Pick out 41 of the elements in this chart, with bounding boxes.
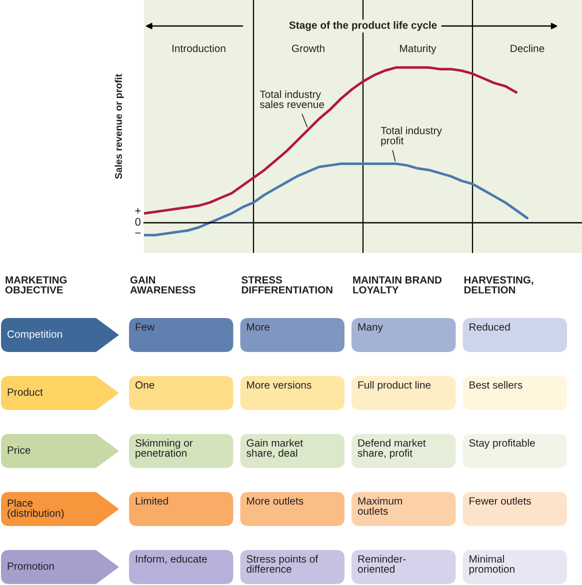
- text: Limited: [136, 497, 168, 505]
- text: Gain market share, deal: [246, 439, 303, 458]
- text: Reduced: [470, 323, 510, 331]
- chart-title: Stage of the product life cycle: [289, 21, 437, 31]
- category-label: MARKETING OBJECTIVE: [5, 276, 67, 294]
- text: Best sellers: [470, 381, 522, 389]
- category-label: Product: [8, 388, 43, 396]
- text: Reminder- oriented: [358, 555, 406, 573]
- series-label: Total industry profit: [380, 126, 442, 146]
- x-tick-label: Introduction: [172, 44, 226, 52]
- series-label: Total industry sales revenue: [260, 90, 324, 108]
- category-label: Promotion: [8, 562, 54, 570]
- text: −: [135, 232, 141, 234]
- category-label: HARVESTING, DELETION: [464, 276, 534, 294]
- category-label: Competition: [8, 330, 62, 340]
- x-tick-label: Maturity: [400, 44, 436, 54]
- text: Stay profitable: [469, 439, 535, 449]
- text: Maximum outlets: [358, 497, 402, 515]
- category-label: Price: [8, 446, 30, 454]
- text: Many: [358, 323, 383, 333]
- x-tick-label: Decline: [510, 44, 544, 52]
- x-tick-label: Growth: [292, 44, 324, 52]
- text: Fewer outlets: [470, 497, 531, 505]
- y-axis-title: Sales revenue or profit: [114, 74, 124, 179]
- category-label: GAIN AWARENESS: [130, 276, 196, 294]
- text: Minimal promotion: [469, 555, 514, 575]
- text: Stress points of difference: [246, 555, 318, 573]
- category-label: Place (distribution): [8, 499, 64, 519]
- text: More versions: [247, 381, 312, 389]
- text: Defend market share, profit: [358, 439, 426, 459]
- text: One: [135, 381, 154, 389]
- text: Skimming or penetration: [135, 439, 193, 459]
- text: More: [247, 323, 270, 331]
- category-label: STRESS DIFFERENTIATION: [242, 276, 332, 294]
- text: Full product line: [358, 381, 431, 391]
- text: More outlets: [247, 497, 304, 505]
- category-label: MAINTAIN BRAND LOYALTY: [353, 276, 442, 294]
- text: Inform, educate: [136, 555, 207, 564]
- text: Few: [136, 323, 155, 331]
- text: 0: [135, 218, 141, 226]
- text: +: [135, 208, 141, 214]
